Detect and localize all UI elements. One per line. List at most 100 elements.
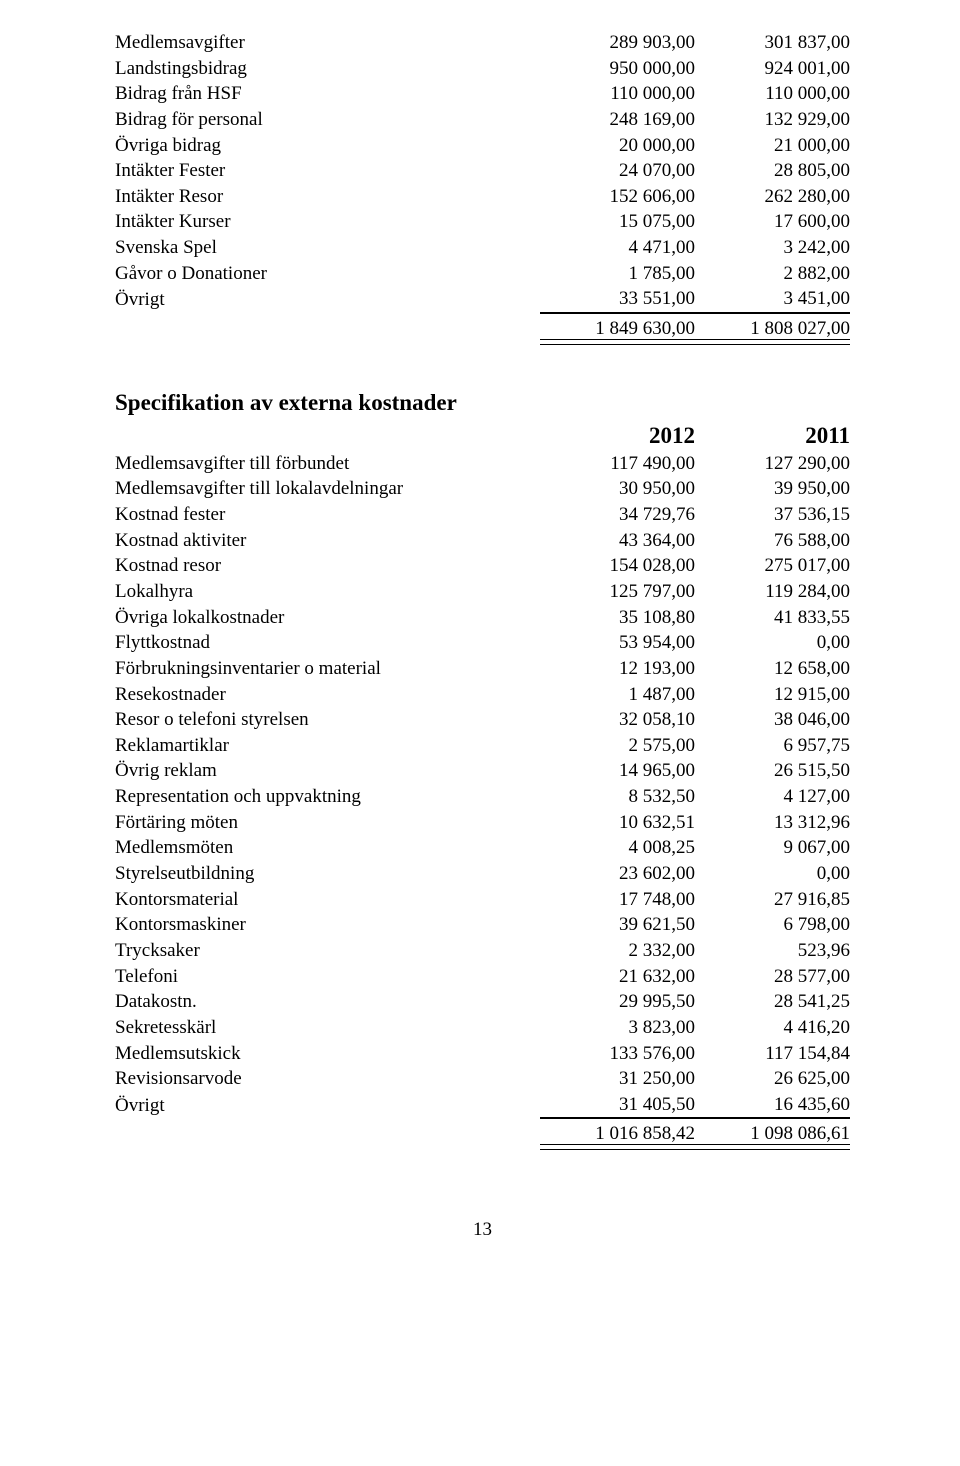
- value-col-a: 34 729,76: [540, 502, 695, 528]
- row-label: Representation och uppvaktning: [115, 784, 540, 810]
- value-col-b: 119 284,00: [695, 579, 850, 605]
- row-label: Övrigt: [115, 1093, 540, 1119]
- row-label: Medlemsmöten: [115, 835, 540, 861]
- row-label: Resor o telefoni styrelsen: [115, 707, 540, 733]
- value-col-b: 28 805,00: [695, 158, 850, 184]
- row-label: Resekostnader: [115, 682, 540, 708]
- value-col-a: 117 490,00: [540, 451, 695, 477]
- value-col-b: 12 658,00: [695, 656, 850, 682]
- value-col-b: 21 000,00: [695, 133, 850, 159]
- table-row: Bidrag för personal248 169,00132 929,00: [115, 107, 850, 133]
- value-col-a: 15 075,00: [540, 209, 695, 235]
- value-col-a: 21 632,00: [540, 964, 695, 990]
- table-row: Resor o telefoni styrelsen32 058,1038 04…: [115, 707, 850, 733]
- row-label: Svenska Spel: [115, 235, 540, 261]
- row-label: Övriga lokalkostnader: [115, 605, 540, 631]
- value-col-a: 10 632,51: [540, 810, 695, 836]
- value-col-a: 4 471,00: [540, 235, 695, 261]
- value-col-b: 17 600,00: [695, 209, 850, 235]
- table-row: Datakostn.29 995,5028 541,25: [115, 989, 850, 1015]
- table-row: Intäkter Fester24 070,0028 805,00: [115, 158, 850, 184]
- value-col-a: 30 950,00: [540, 476, 695, 502]
- value-col-b: 41 833,55: [695, 605, 850, 631]
- row-label: Kostnad fester: [115, 502, 540, 528]
- table-row: Trycksaker2 332,00523,96: [115, 938, 850, 964]
- value-col-b: 13 312,96: [695, 810, 850, 836]
- row-label: Övriga bidrag: [115, 133, 540, 159]
- row-label: Sekretesskärl: [115, 1015, 540, 1041]
- table-row: Kostnad fester34 729,7637 536,15: [115, 502, 850, 528]
- row-label: Gåvor o Donationer: [115, 261, 540, 287]
- table-row: Intäkter Kurser15 075,0017 600,00: [115, 209, 850, 235]
- value-col-a: 32 058,10: [540, 707, 695, 733]
- value-col-a: 35 108,80: [540, 605, 695, 631]
- table-row: Styrelseutbildning23 602,000,00: [115, 861, 850, 887]
- value-col-b: 3 242,00: [695, 235, 850, 261]
- row-label: Medlemsavgifter till förbundet: [115, 451, 540, 477]
- value-col-a: 24 070,00: [540, 158, 695, 184]
- total-col-b: 1 808 027,00: [695, 313, 850, 342]
- value-col-a: 152 606,00: [540, 184, 695, 210]
- table-row: Förtäring möten10 632,5113 312,96: [115, 810, 850, 836]
- value-col-a: 17 748,00: [540, 887, 695, 913]
- value-col-a: 43 364,00: [540, 528, 695, 554]
- row-label: Flyttkostnad: [115, 630, 540, 656]
- year-2011: 2011: [695, 420, 850, 451]
- table-row: Medlemsavgifter till lokalavdelningar30 …: [115, 476, 850, 502]
- table-row: Kontorsmaterial17 748,0027 916,85: [115, 887, 850, 913]
- value-col-a: 1 487,00: [540, 682, 695, 708]
- row-label: Kontorsmaterial: [115, 887, 540, 913]
- table-row: Resekostnader1 487,0012 915,00: [115, 682, 850, 708]
- row-label: Förbrukningsinventarier o material: [115, 656, 540, 682]
- table-row: Övrig reklam14 965,0026 515,50: [115, 758, 850, 784]
- income-table: Medlemsavgifter289 903,00301 837,00Lands…: [115, 30, 850, 342]
- table-row: Flyttkostnad53 954,000,00: [115, 630, 850, 656]
- row-label: Bidrag för personal: [115, 107, 540, 133]
- value-col-b: 924 001,00: [695, 56, 850, 82]
- table-row: Kontorsmaskiner39 621,506 798,00: [115, 912, 850, 938]
- value-col-b: 132 929,00: [695, 107, 850, 133]
- value-col-b: 4 127,00: [695, 784, 850, 810]
- row-label: Intäkter Resor: [115, 184, 540, 210]
- value-col-b: 110 000,00: [695, 81, 850, 107]
- value-col-b: 301 837,00: [695, 30, 850, 56]
- table-row: Övriga bidrag20 000,0021 000,00: [115, 133, 850, 159]
- value-col-a: 133 576,00: [540, 1041, 695, 1067]
- value-col-b: 27 916,85: [695, 887, 850, 913]
- table-row: Intäkter Resor152 606,00262 280,00: [115, 184, 850, 210]
- table-row: Övriga lokalkostnader35 108,8041 833,55: [115, 605, 850, 631]
- page-number: 13: [115, 1217, 850, 1243]
- total-col-b: 1 098 086,61: [695, 1118, 850, 1147]
- row-label: Lokalhyra: [115, 579, 540, 605]
- value-col-a: 2 575,00: [540, 733, 695, 759]
- row-label: Kostnad resor: [115, 553, 540, 579]
- value-col-b: 76 588,00: [695, 528, 850, 554]
- row-label: Reklamartiklar: [115, 733, 540, 759]
- value-col-a: 14 965,00: [540, 758, 695, 784]
- value-col-b: 28 577,00: [695, 964, 850, 990]
- year-headers-row: 2012 2011: [115, 420, 850, 451]
- value-col-a: 8 532,50: [540, 784, 695, 810]
- row-label: Landstingsbidrag: [115, 56, 540, 82]
- value-col-b: 262 280,00: [695, 184, 850, 210]
- value-col-b: 127 290,00: [695, 451, 850, 477]
- expenses-table: Medlemsavgifter till förbundet117 490,00…: [115, 451, 850, 1147]
- row-label: Kostnad aktiviter: [115, 528, 540, 554]
- table-row: Medlemsavgifter289 903,00301 837,00: [115, 30, 850, 56]
- table-row: Bidrag från HSF110 000,00110 000,00: [115, 81, 850, 107]
- value-col-a: 39 621,50: [540, 912, 695, 938]
- table-row: Medlemsavgifter till förbundet117 490,00…: [115, 451, 850, 477]
- value-col-a: 33 551,00: [540, 286, 695, 313]
- table-row: Övrigt31 405,5016 435,60: [115, 1092, 850, 1119]
- row-label: Intäkter Fester: [115, 158, 540, 184]
- total-row: 1 849 630,001 808 027,00: [115, 313, 850, 342]
- value-col-b: 2 882,00: [695, 261, 850, 287]
- value-col-b: 0,00: [695, 861, 850, 887]
- value-col-b: 6 798,00: [695, 912, 850, 938]
- row-label: Telefoni: [115, 964, 540, 990]
- row-label: Styrelseutbildning: [115, 861, 540, 887]
- value-col-b: 16 435,60: [695, 1092, 850, 1119]
- total-row: 1 016 858,421 098 086,61: [115, 1118, 850, 1147]
- value-col-b: 117 154,84: [695, 1041, 850, 1067]
- row-label: Medlemsutskick: [115, 1041, 540, 1067]
